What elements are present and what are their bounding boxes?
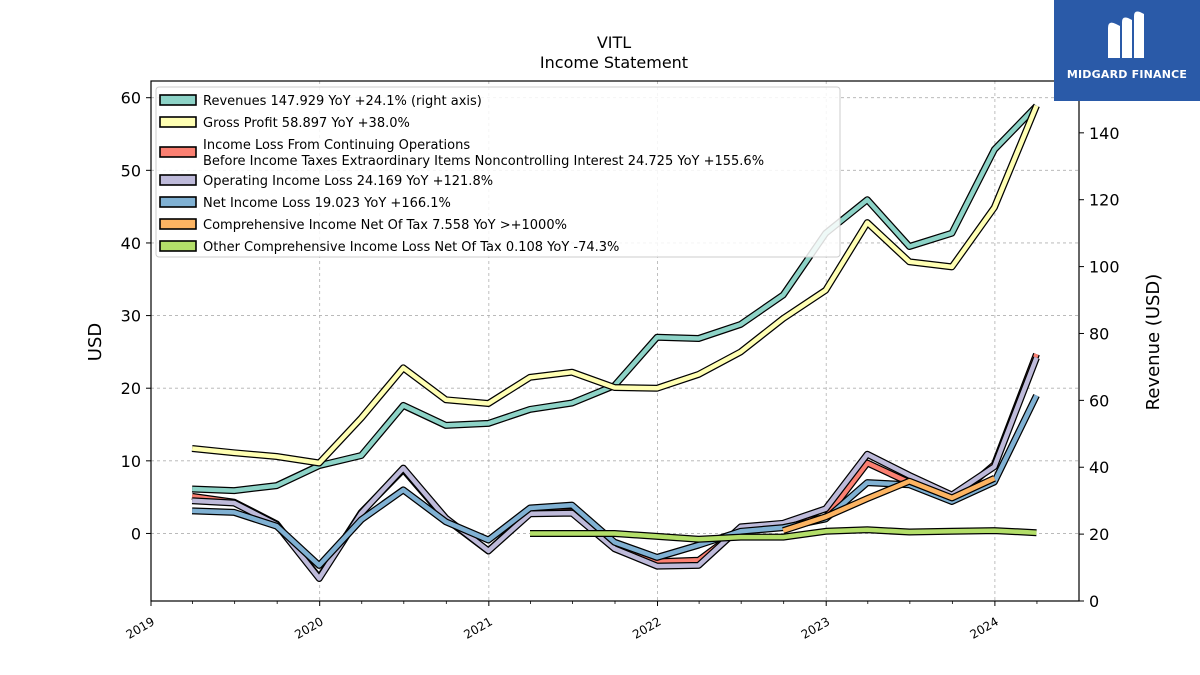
y-right-tick-label: 0: [1089, 592, 1099, 611]
legend-label: Income Loss From Continuing Operations: [203, 138, 470, 153]
brand-name: MIDGARD FINANCE: [1066, 68, 1188, 81]
y-axis-label: USD: [85, 323, 106, 361]
legend-swatch: [159, 218, 197, 230]
legend-swatch: [159, 240, 197, 252]
x-tick-label: 2022: [630, 614, 663, 641]
y-right-tick-label: 140: [1089, 124, 1120, 143]
series-operating-income-loss: [191, 356, 1040, 582]
legend-swatch: [159, 174, 197, 186]
y-axis-right-label: Revenue (USD): [1143, 274, 1164, 411]
x-tick-label: 2020: [292, 614, 325, 641]
legend: Revenues 147.929 YoY +24.1% (right axis)…: [155, 86, 841, 258]
x-tick-label: 2023: [799, 614, 832, 641]
x-tick-label: 2024: [967, 614, 1000, 641]
legend-box: [155, 86, 841, 258]
chart-title: VITL: [597, 33, 631, 52]
legend-label: Other Comprehensive Income Loss Net Of T…: [203, 240, 619, 255]
y-right-tick-label: 60: [1089, 391, 1109, 410]
x-tick-label: 2021: [461, 614, 494, 641]
y-tick-label: 30: [121, 307, 141, 326]
legend-swatch: [159, 116, 197, 128]
legend-label: Revenues 147.929 YoY +24.1% (right axis): [203, 94, 482, 109]
legend-label: Net Income Loss 19.023 YoY +166.1%: [203, 196, 451, 211]
y-right-tick-label: 120: [1089, 191, 1120, 210]
y-tick-label: 10: [121, 452, 141, 471]
series-gross-profit: [191, 104, 1040, 467]
y-right-tick-label: 20: [1089, 525, 1109, 544]
series-lines: [191, 103, 1040, 582]
legend-swatch: [159, 94, 197, 106]
y-tick-label: 60: [121, 89, 141, 108]
legend-label: Before Income Taxes Extraordinary Items …: [203, 154, 764, 169]
series-line: [191, 104, 1039, 466]
brand-logo: MIDGARD FINANCE: [1054, 0, 1200, 101]
y-right-tick-label: 100: [1089, 258, 1120, 277]
x-tick-label: 2019: [124, 614, 157, 641]
legend-swatch: [159, 196, 197, 208]
series-other-comprehensive-income-loss-net-of-tax: [530, 526, 1037, 543]
y-right-tick-label: 80: [1089, 324, 1109, 343]
legend-swatch: [159, 146, 197, 158]
y-tick-label: 40: [121, 234, 141, 253]
chart-subtitle: Income Statement: [540, 53, 688, 72]
series-line: [530, 527, 1037, 542]
y-tick-label: 20: [121, 379, 141, 398]
y-right-tick-label: 40: [1089, 458, 1109, 477]
series-line: [782, 476, 996, 533]
y-tick-label: 50: [121, 161, 141, 180]
series-comprehensive-income-net-of-tax: [782, 475, 996, 534]
midgard-logo-icon: [1108, 11, 1144, 59]
legend-label: Operating Income Loss 24.169 YoY +121.8%: [203, 174, 493, 189]
legend-label: Gross Profit 58.897 YoY +38.0%: [203, 116, 410, 131]
legend-label: Comprehensive Income Net Of Tax 7.558 Yo…: [203, 218, 567, 233]
series-line: [191, 356, 1039, 581]
y-tick-label: 0: [131, 524, 141, 543]
